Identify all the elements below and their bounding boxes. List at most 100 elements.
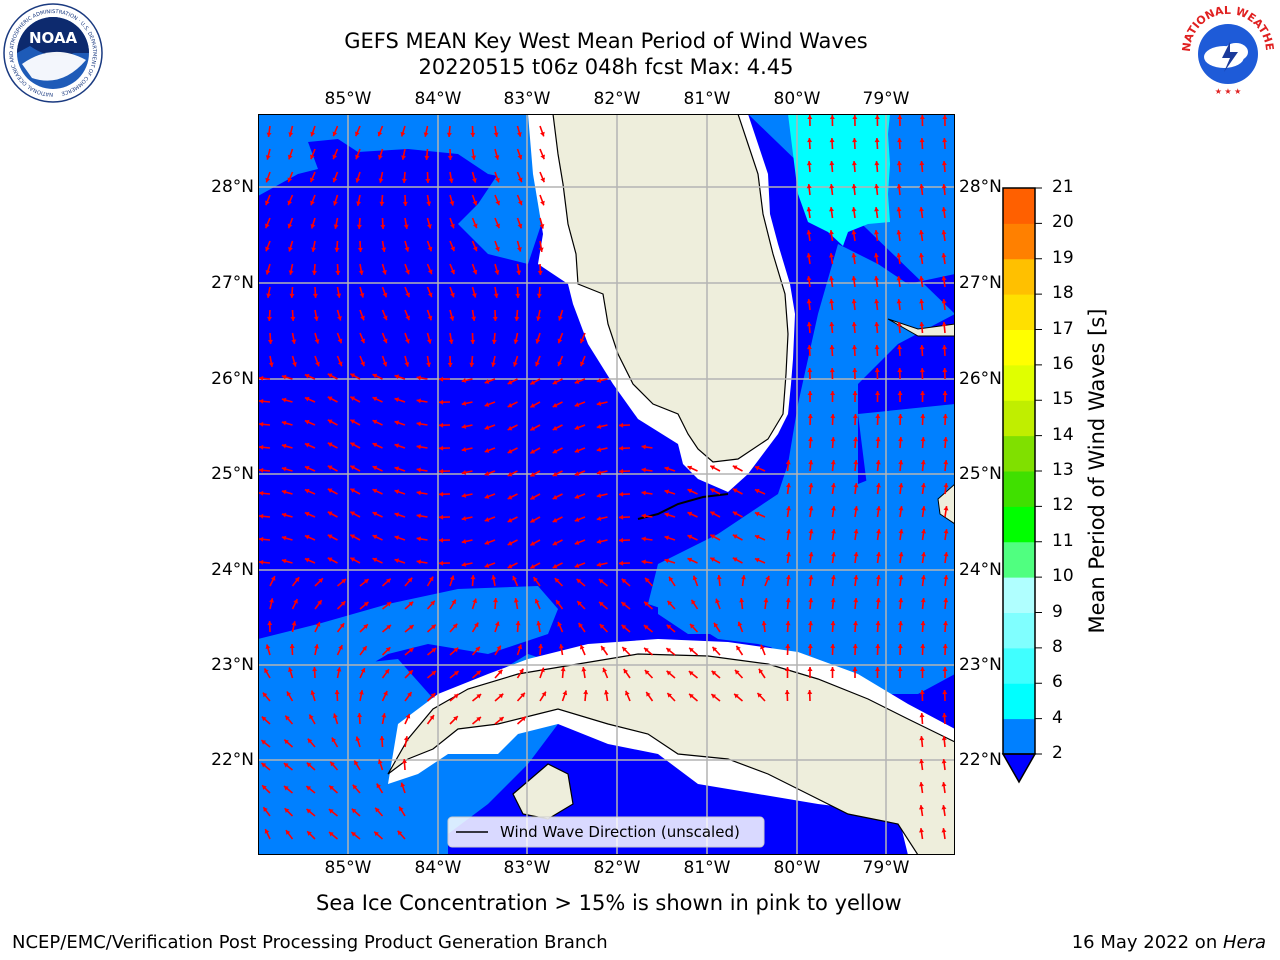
colorbar-segment — [1003, 294, 1035, 330]
lon-label-bottom: 83°W — [503, 858, 551, 878]
wind-wave-arrowhead — [601, 645, 606, 651]
wind-wave-arrowhead — [664, 512, 670, 518]
wind-wave-arrowhead — [920, 437, 926, 442]
wind-wave-arrowhead — [287, 200, 293, 206]
wind-wave-arrowhead — [450, 246, 456, 252]
wind-wave-arrowhead — [315, 622, 321, 627]
wind-wave-arrowhead — [476, 670, 481, 676]
wind-wave-arrowhead — [304, 442, 310, 448]
wind-wave-arrowhead — [644, 601, 649, 607]
wind-wave-arrowhead — [517, 177, 523, 183]
wind-wave-arrowhead — [336, 667, 342, 672]
colorbar-segment — [1003, 577, 1035, 613]
wind-wave-arrowhead — [507, 448, 513, 454]
wind-wave-arrowhead — [337, 361, 343, 367]
wind-wave-arrowhead — [574, 379, 580, 384]
lat-label-right: 25°N — [959, 464, 1002, 484]
wind-wave-arrowhead — [641, 513, 646, 519]
colorbar-tick-label: 17 — [1052, 318, 1074, 339]
wind-wave-arrowhead — [327, 488, 333, 493]
wind-wave-arrowhead — [808, 460, 814, 465]
wind-wave-arrowhead — [439, 514, 444, 520]
wind-wave-arrowhead — [416, 375, 421, 381]
lat-label-left: 28°N — [211, 177, 254, 197]
wind-wave-arrowhead — [621, 624, 627, 630]
wind-wave-arrowhead — [383, 691, 388, 696]
wind-wave-arrowhead — [829, 161, 835, 166]
wind-wave-arrowhead — [941, 253, 947, 258]
wind-wave-arrowhead — [898, 598, 904, 603]
wind-wave-arrowhead — [493, 598, 499, 603]
colorbar-tick-label: 9 — [1052, 601, 1063, 622]
wind-wave-arrowhead — [619, 468, 624, 474]
colorbar-tick-label: 18 — [1052, 283, 1074, 304]
wind-wave-arrowhead — [469, 362, 475, 367]
wind-wave-arrowhead — [641, 467, 646, 473]
wind-wave-arrowhead — [830, 598, 836, 603]
wind-wave-arrowhead — [363, 602, 369, 607]
wind-wave-arrowhead — [381, 247, 387, 252]
wind-wave-arrowhead — [461, 470, 467, 475]
wind-wave-arrowhead — [359, 293, 365, 298]
wind-wave-arrowhead — [807, 138, 813, 143]
wind-wave-arrowhead — [294, 577, 300, 582]
wind-wave-arrowhead — [360, 668, 366, 673]
wind-wave-arrowhead — [712, 646, 718, 652]
wind-wave-arrowhead — [497, 669, 503, 675]
wind-wave-arrowhead — [400, 131, 406, 137]
wind-wave-arrowhead — [806, 161, 812, 166]
wind-wave-arrowhead — [919, 759, 925, 764]
footer-host: Hera — [1222, 932, 1266, 953]
colorbar — [1001, 187, 1042, 784]
wind-wave-arrowhead — [453, 716, 458, 721]
wind-wave-arrowhead — [754, 465, 760, 471]
wind-wave-arrowhead — [919, 207, 925, 212]
wind-wave-arrowhead — [372, 373, 378, 379]
wind-wave-arrowhead — [808, 552, 814, 557]
wind-wave-arrowhead — [484, 448, 490, 453]
wind-wave-arrowhead — [289, 644, 295, 649]
wind-wave-arrowhead — [439, 491, 444, 497]
wind-wave-arrowhead — [306, 762, 312, 768]
wind-wave-arrowhead — [710, 557, 716, 562]
colorbar-tick-label: 12 — [1052, 495, 1074, 516]
wind-wave-arrowhead — [304, 373, 310, 379]
wind-wave-arrowhead — [288, 246, 293, 252]
bahamas-island — [937, 483, 955, 525]
colorbar-segment — [1003, 506, 1035, 543]
wind-wave-arrowhead — [507, 402, 513, 408]
wind-wave-arrowhead — [874, 207, 880, 212]
wind-wave-arrowhead — [941, 276, 947, 281]
wind-wave-arrowhead — [416, 421, 421, 427]
wind-wave-arrowhead — [941, 161, 947, 166]
wind-wave-arrowhead — [574, 563, 580, 568]
wind-wave-arrowhead — [265, 177, 271, 183]
wind-wave-arrowhead — [808, 437, 814, 442]
wind-wave-arrowhead — [896, 322, 902, 327]
wind-wave-arrowhead — [512, 575, 517, 581]
wind-wave-arrowhead — [943, 598, 949, 603]
wind-wave-arrowhead — [852, 368, 858, 373]
wind-wave-arrowhead — [875, 575, 881, 580]
wind-wave-arrowhead — [576, 578, 582, 584]
wind-wave-arrowhead — [574, 517, 580, 522]
wind-wave-arrowhead — [261, 740, 267, 745]
wind-wave-arrowhead — [530, 449, 536, 454]
wind-wave-arrowhead — [350, 373, 356, 378]
wind-wave-arrowhead — [332, 131, 338, 137]
wind-wave-arrowhead — [519, 668, 524, 674]
wind-wave-arrowhead — [829, 368, 835, 373]
wind-wave-arrowhead — [538, 644, 544, 649]
wind-wave-arrowhead — [372, 419, 378, 425]
wind-wave-arrowhead — [310, 690, 316, 696]
wind-wave-arrowhead — [897, 391, 903, 396]
wind-wave-arrowhead — [599, 624, 605, 629]
wind-wave-arrowhead — [898, 529, 904, 534]
wind-wave-arrowhead — [517, 200, 523, 206]
wind-wave-arrowhead — [875, 483, 881, 488]
wind-wave-arrowhead — [309, 714, 314, 720]
wind-wave-arrowhead — [920, 460, 926, 465]
wind-wave-arrowhead — [355, 177, 361, 183]
wind-wave-arrowhead — [897, 115, 903, 120]
wind-wave-arrowhead — [853, 437, 859, 442]
